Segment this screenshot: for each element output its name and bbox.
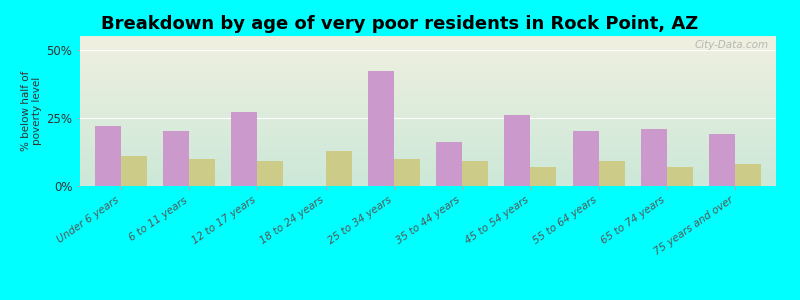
Bar [258, 161, 283, 186]
Bar [667, 167, 693, 186]
Bar [95, 126, 121, 186]
Bar [530, 167, 556, 186]
Bar [709, 134, 735, 186]
Bar [462, 161, 488, 186]
Bar [505, 115, 530, 186]
Bar [163, 131, 189, 186]
Bar [573, 131, 598, 186]
Bar [189, 159, 215, 186]
Text: Breakdown by age of very poor residents in Rock Point, AZ: Breakdown by age of very poor residents … [102, 15, 698, 33]
Y-axis label: % below half of
poverty level: % below half of poverty level [21, 71, 42, 151]
Bar [436, 142, 462, 186]
Text: City-Data.com: City-Data.com [695, 40, 769, 50]
Bar [641, 129, 667, 186]
Bar [368, 71, 394, 186]
Bar [326, 151, 351, 186]
Bar [231, 112, 258, 186]
Bar [394, 159, 420, 186]
Bar [598, 161, 625, 186]
Bar [121, 156, 147, 186]
Bar [735, 164, 761, 186]
